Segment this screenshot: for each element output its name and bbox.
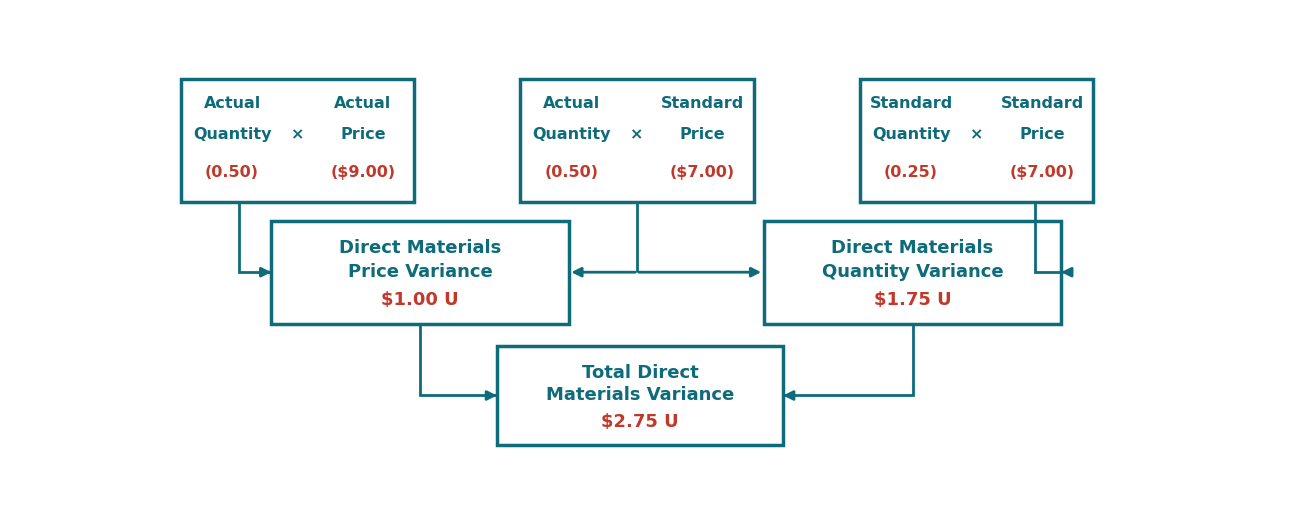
Text: (0.25): (0.25) (884, 165, 939, 181)
Text: (0.50): (0.50) (545, 165, 598, 181)
Text: Standard: Standard (1001, 96, 1084, 111)
Text: Total Direct: Total Direct (581, 364, 698, 382)
Text: Price: Price (680, 127, 725, 142)
Text: $1.00 U: $1.00 U (381, 291, 459, 309)
Text: Price: Price (1019, 127, 1065, 142)
Text: Direct Materials: Direct Materials (832, 239, 993, 257)
Text: Quantity: Quantity (532, 127, 611, 142)
Text: $1.75 U: $1.75 U (874, 291, 952, 309)
FancyBboxPatch shape (520, 79, 754, 203)
Text: ($7.00): ($7.00) (1009, 165, 1075, 181)
Text: Price: Price (341, 127, 386, 142)
Text: ($7.00): ($7.00) (670, 165, 734, 181)
Text: ×: × (630, 127, 644, 142)
Text: Actual: Actual (334, 96, 391, 111)
Text: Quantity: Quantity (192, 127, 272, 142)
Text: ×: × (291, 127, 304, 142)
Text: Price Variance: Price Variance (347, 263, 493, 281)
Text: Quantity Variance: Quantity Variance (822, 263, 1004, 281)
Text: Quantity: Quantity (872, 127, 950, 142)
Text: Actual: Actual (543, 96, 601, 111)
Text: Actual: Actual (203, 96, 261, 111)
Text: Direct Materials: Direct Materials (339, 239, 500, 257)
Text: ×: × (970, 127, 983, 142)
Text: Standard: Standard (660, 96, 744, 111)
FancyBboxPatch shape (272, 220, 568, 324)
FancyBboxPatch shape (497, 346, 783, 445)
FancyBboxPatch shape (181, 79, 415, 203)
Text: (0.50): (0.50) (205, 165, 259, 181)
Text: ($9.00): ($9.00) (330, 165, 395, 181)
Text: $2.75 U: $2.75 U (601, 413, 679, 431)
FancyBboxPatch shape (859, 79, 1093, 203)
Text: Standard: Standard (870, 96, 953, 111)
FancyBboxPatch shape (764, 220, 1061, 324)
Text: Materials Variance: Materials Variance (546, 386, 734, 404)
